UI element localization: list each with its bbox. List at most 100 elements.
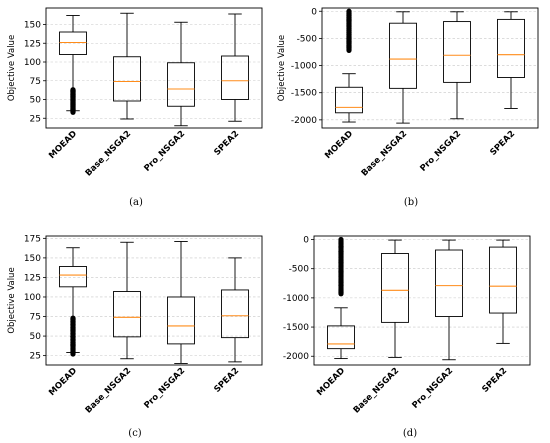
- y-tick-label: 25: [30, 114, 41, 124]
- category-label: Pro_NSGA2: [142, 129, 187, 174]
- iqr-box: [443, 21, 471, 83]
- y-tick-label: 75: [30, 313, 41, 323]
- outlier-point: [346, 40, 352, 46]
- outlier-point: [338, 260, 344, 266]
- box-moead: MOEAD: [315, 236, 355, 398]
- category-label: SPEA2: [212, 366, 241, 395]
- chart-panel-b: -2000 -1500 -1000 -500 0 MOEAD Base_NSGA2 Pro_N…: [277, 7, 539, 208]
- plot-frame: [321, 7, 539, 129]
- category-label: Pro_NSGA2: [410, 366, 455, 411]
- category-label: SPEA2: [212, 129, 241, 158]
- box-moead: MOEAD: [47, 15, 87, 161]
- y-tick-label: -2000: [291, 116, 317, 126]
- box-spea2: SPEA2: [212, 257, 249, 395]
- y-tick-label: 25: [30, 352, 41, 362]
- y-tick-label: -1500: [283, 323, 309, 333]
- box-base-nsga2: Base_NSGA2: [84, 12, 141, 179]
- box-pro-nsga2: Pro_NSGA2: [410, 239, 463, 411]
- category-label: Pro_NSGA2: [418, 129, 463, 174]
- panel-caption: (b): [404, 197, 418, 208]
- box-moead: MOEAD: [47, 247, 87, 398]
- y-tick-label: -1500: [291, 89, 317, 99]
- y-tick-label: -500: [289, 265, 310, 275]
- box-spea2: SPEA2: [212, 13, 249, 158]
- y-tick-label: 75: [30, 77, 41, 87]
- outlier-point: [346, 16, 352, 22]
- y-tick-label: 175: [24, 234, 41, 244]
- outlier-point: [338, 282, 344, 289]
- outlier-point: [70, 106, 76, 112]
- plot-frame: [45, 235, 263, 366]
- y-axis-label: Objective Value: [7, 267, 17, 333]
- iqr-box: [59, 31, 87, 55]
- y-tick-label: 100: [24, 58, 41, 68]
- iqr-box: [113, 56, 141, 102]
- chart-panel-d: -2000 -1500 -1000 -500 0 MOEAD Base_NSGA2 Pro_N…: [283, 235, 531, 439]
- category-label: MOEAD: [323, 129, 355, 161]
- y-axis-label: Objective Value: [7, 35, 17, 101]
- y-tick-label: -1000: [291, 62, 317, 72]
- outlier-point: [70, 333, 76, 340]
- outlier-point: [70, 321, 76, 327]
- y-tick-label: 150: [24, 21, 41, 31]
- category-label: SPEA2: [480, 366, 509, 395]
- y-tick-label: 100: [24, 293, 41, 303]
- y-tick-label: 50: [30, 332, 42, 342]
- iqr-box: [335, 86, 363, 114]
- outlier-point: [70, 317, 76, 323]
- box-base-nsga2: Base_NSGA2: [84, 241, 141, 416]
- y-tick-label: -1000: [283, 294, 309, 304]
- iqr-box: [435, 249, 463, 318]
- outlier-point: [70, 92, 76, 98]
- chart-panel-a: 25 50 75 100 125 150 MOEAD Base_NSGA2 Pro_NSGA2 S…: [7, 7, 263, 208]
- outlier-point: [338, 244, 344, 250]
- category-label: Base_NSGA2: [84, 129, 134, 179]
- outlier-point: [346, 8, 352, 14]
- iqr-box: [489, 246, 517, 314]
- category-label: Base_NSGA2: [352, 366, 402, 416]
- outlier-point: [70, 101, 76, 108]
- y-tick-label: 150: [24, 254, 41, 264]
- category-label: MOEAD: [315, 366, 347, 398]
- iqr-box: [167, 296, 195, 345]
- plot-frame: [313, 235, 531, 366]
- iqr-box: [389, 22, 417, 89]
- outlier-point: [338, 249, 344, 255]
- outlier-point: [338, 236, 344, 243]
- panel-caption: (a): [129, 197, 143, 208]
- iqr-box: [59, 266, 87, 288]
- outlier-point: [338, 289, 344, 296]
- y-tick-label: -500: [297, 34, 318, 44]
- category-label: Base_NSGA2: [84, 366, 134, 416]
- iqr-box: [221, 55, 249, 100]
- y-tick-label: 0: [311, 7, 317, 17]
- outlier-point: [346, 12, 352, 18]
- box-base-nsga2: Base_NSGA2: [352, 239, 409, 416]
- category-label: SPEA2: [488, 129, 517, 158]
- box-base-nsga2: Base_NSGA2: [360, 11, 417, 179]
- box-spea2: SPEA2: [480, 239, 517, 395]
- category-label: Pro_NSGA2: [142, 366, 187, 411]
- iqr-box: [497, 18, 525, 78]
- outlier-point: [338, 269, 344, 275]
- category-label: MOEAD: [47, 366, 79, 398]
- y-axis-label: Objective Value: [277, 35, 287, 101]
- category-label: Base_NSGA2: [360, 129, 410, 179]
- plot-frame: [45, 7, 263, 129]
- y-tick-label: 0: [303, 236, 309, 246]
- box-spea2: SPEA2: [488, 11, 525, 158]
- outlier-point: [70, 326, 76, 332]
- chart-panel-c: 25 50 75 100 125 150 175 MOEAD Base_NSGA2 Pro_NSG…: [7, 234, 263, 439]
- y-tick-label: -2000: [283, 352, 309, 362]
- category-label: MOEAD: [47, 129, 79, 161]
- y-tick-label: 50: [30, 96, 42, 106]
- box-pro-nsga2: Pro_NSGA2: [142, 21, 195, 174]
- y-tick-label: 125: [24, 273, 41, 283]
- outlier-point: [70, 97, 76, 103]
- iqr-box: [221, 289, 249, 339]
- iqr-box: [167, 62, 195, 107]
- panel-caption: (c): [128, 428, 142, 439]
- y-tick-label: 125: [24, 39, 41, 49]
- iqr-box: [113, 291, 141, 338]
